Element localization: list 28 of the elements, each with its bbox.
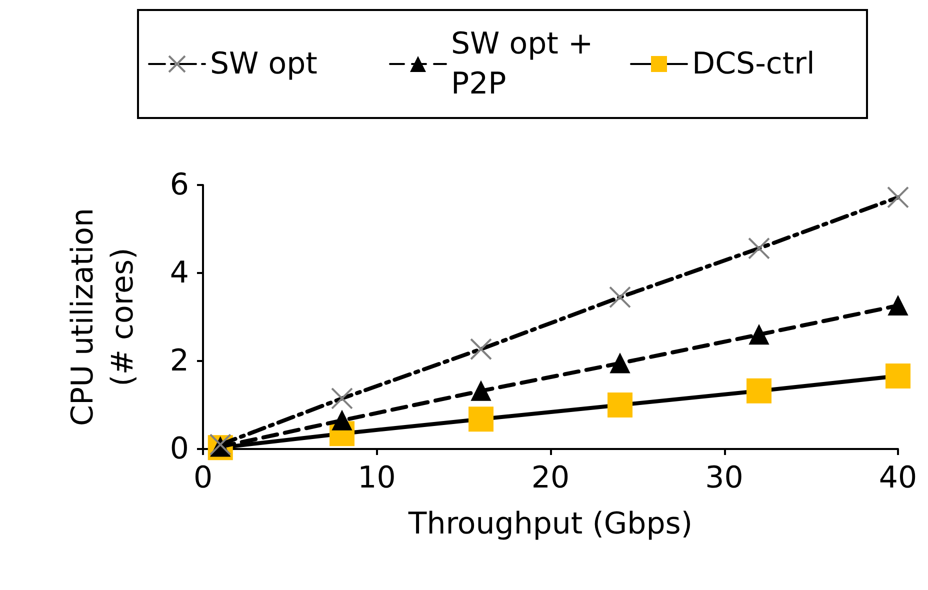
y-tick-label: 4 bbox=[170, 256, 189, 290]
point bbox=[471, 380, 491, 401]
point bbox=[888, 296, 908, 316]
y-axis-title: CPU utilization (# cores) bbox=[66, 208, 140, 426]
point bbox=[331, 387, 353, 410]
x-tick-label: 0 bbox=[193, 460, 213, 496]
point bbox=[887, 186, 909, 208]
x-tick-label: 40 bbox=[878, 460, 918, 496]
x-axis-title: Throughput (Gbps) bbox=[407, 506, 693, 542]
x-tick-label: 30 bbox=[705, 460, 744, 496]
point bbox=[746, 378, 772, 404]
point bbox=[748, 237, 770, 260]
point bbox=[610, 353, 630, 374]
point bbox=[608, 392, 632, 418]
point bbox=[886, 363, 910, 388]
legend-label: DCS-ctrl bbox=[692, 46, 815, 82]
point bbox=[470, 338, 492, 360]
point bbox=[609, 286, 631, 308]
point bbox=[749, 324, 769, 345]
x-tick-label: 10 bbox=[358, 460, 396, 496]
legend-label: SW opt + P2P bbox=[451, 26, 603, 102]
point bbox=[332, 410, 352, 430]
point bbox=[468, 406, 494, 432]
y-tick-label: 0 bbox=[170, 432, 189, 466]
y-tick-label: 6 bbox=[170, 168, 189, 202]
y-tick-label: 2 bbox=[170, 344, 189, 378]
legend-label: SW opt bbox=[210, 46, 318, 82]
x-tick-label: 20 bbox=[531, 460, 570, 496]
